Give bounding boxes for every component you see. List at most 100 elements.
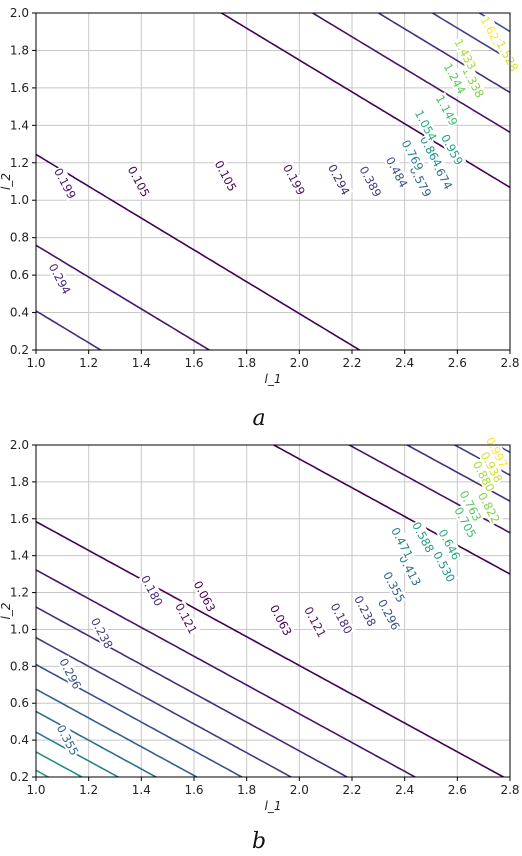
- y-tick-label: 1.6: [10, 512, 29, 526]
- contour-label-bg: [351, 592, 380, 629]
- contour-label-bg: [433, 92, 461, 129]
- contour-label-bg: [375, 596, 404, 633]
- contour-label-bg: [451, 504, 480, 541]
- contour-label: 1.149: [433, 92, 461, 129]
- x-tick-label: 1.4: [132, 356, 151, 370]
- contour-label: 0.105: [125, 163, 153, 200]
- contour-label-bg: [478, 13, 506, 50]
- contour-label-bg: [328, 600, 356, 637]
- x-tick-label: 2.0: [290, 783, 309, 797]
- x-tick-label: 2.6: [448, 356, 467, 370]
- contour-label-bg: [396, 552, 425, 589]
- contour-label-bg: [357, 163, 385, 200]
- panel-caption: a: [252, 406, 265, 431]
- contour-label-bg: [138, 572, 167, 609]
- contour-line: [36, 445, 510, 777]
- x-axis-label: l_1: [265, 372, 282, 386]
- contour-label-bg: [325, 161, 353, 198]
- contour-line: [36, 731, 119, 777]
- plot-frame: [35, 444, 511, 778]
- contour-label-text: 1.149: [433, 93, 461, 129]
- y-tick-label: 1.4: [10, 549, 29, 563]
- contour-label-bg: [436, 526, 464, 563]
- contour-label-bg: [478, 448, 506, 485]
- contour-label-text: 0.105: [125, 164, 153, 200]
- panel-caption: b: [252, 829, 266, 854]
- contour-label-bg: [212, 157, 240, 194]
- contour-line: [36, 13, 510, 350]
- contour-line: [36, 445, 510, 777]
- y-tick-label: 1.8: [10, 475, 29, 489]
- y-tick-label: 0.8: [10, 659, 29, 673]
- y-tick-label: 1.4: [10, 118, 29, 132]
- contour-label-text: 0.121: [172, 601, 200, 637]
- contour-label-bg: [407, 163, 435, 200]
- y-tick-label: 1.2: [10, 586, 29, 600]
- contour-label-bg: [399, 136, 427, 174]
- contour-label-bg: [441, 60, 469, 97]
- contour-label-bg: [56, 655, 85, 692]
- contour-label-text: 0.105: [212, 158, 240, 194]
- contour-line: [36, 751, 83, 777]
- x-tick-label: 2.8: [500, 783, 519, 797]
- contour-label-bg: [388, 524, 417, 561]
- contour-line: [36, 710, 157, 777]
- x-tick-label: 2.6: [448, 783, 467, 797]
- y-tick-label: 1.6: [10, 81, 29, 95]
- x-tick-label: 2.0: [290, 356, 309, 370]
- contour-label-bg: [191, 577, 219, 615]
- y-tick-label: 0.2: [10, 343, 29, 357]
- x-tick-label: 1.6: [184, 783, 203, 797]
- y-tick-label: 0.6: [10, 696, 29, 710]
- contour-label: 0.180: [328, 600, 356, 637]
- contour-label-bg: [483, 434, 511, 471]
- contour-label: 0.238: [88, 614, 116, 651]
- contour-label-bg: [301, 603, 330, 640]
- contour-label-text: 0.063: [267, 602, 295, 638]
- y-tick-label: 0.8: [10, 231, 29, 245]
- contour-label-bg: [412, 107, 440, 144]
- y-tick-label: 2.0: [10, 6, 29, 20]
- contour-label-bg: [438, 131, 467, 168]
- contour-label: 0.063: [267, 601, 296, 639]
- x-tick-label: 1.6: [184, 356, 203, 370]
- contour-label-bg: [494, 37, 522, 74]
- y-tick-label: 0.4: [10, 733, 29, 747]
- contour-label-bg: [380, 568, 409, 605]
- contour-label-bg: [457, 487, 485, 524]
- x-tick-label: 2.4: [395, 783, 414, 797]
- y-tick-label: 0.4: [10, 306, 29, 320]
- contour-label-bg: [125, 163, 153, 200]
- y-tick-label: 2.0: [10, 438, 29, 452]
- contour-label-bg: [430, 548, 459, 585]
- ticks: 1.0 1.2 1.4 1.6 1.8 2.0 2.2 2.4 2.6 2.8 0.2 0.4 0.6 0…: [10, 6, 520, 370]
- y-axis-label: l_2: [0, 603, 13, 620]
- y-tick-label: 1.2: [10, 156, 29, 170]
- contour-label: 0.199: [280, 161, 309, 198]
- contour-label-bg: [280, 161, 309, 198]
- contour-label-bg: [409, 518, 438, 556]
- contour-label: 0.238: [351, 592, 380, 629]
- contour-label-bg: [267, 601, 296, 639]
- contour-label-bg: [46, 260, 74, 297]
- x-tick-label: 1.8: [237, 783, 256, 797]
- contour-label-text: 0.238: [88, 615, 116, 651]
- y-tick-label: 1.0: [10, 622, 29, 636]
- contour-label-text: 0.294: [325, 162, 353, 198]
- x-tick-label: 1.0: [26, 356, 45, 370]
- contour-label-text: 0.238: [351, 593, 379, 629]
- x-tick-label: 2.2: [342, 356, 361, 370]
- contour-label-text: 0.484: [383, 154, 411, 190]
- contour-line: [36, 445, 510, 777]
- ticks: 1.0 1.2 1.4 1.6 1.8 2.0 2.2 2.4 2.6 2.8 0.2 0.4 0.6 0…: [10, 438, 520, 797]
- plot-frame: [35, 12, 511, 351]
- contour-label-bg: [451, 35, 480, 73]
- contour-line: [36, 688, 198, 777]
- contour-label-text: 1.528: [493, 38, 521, 74]
- x-tick-label: 1.2: [79, 356, 98, 370]
- contour-label-bg: [470, 458, 498, 495]
